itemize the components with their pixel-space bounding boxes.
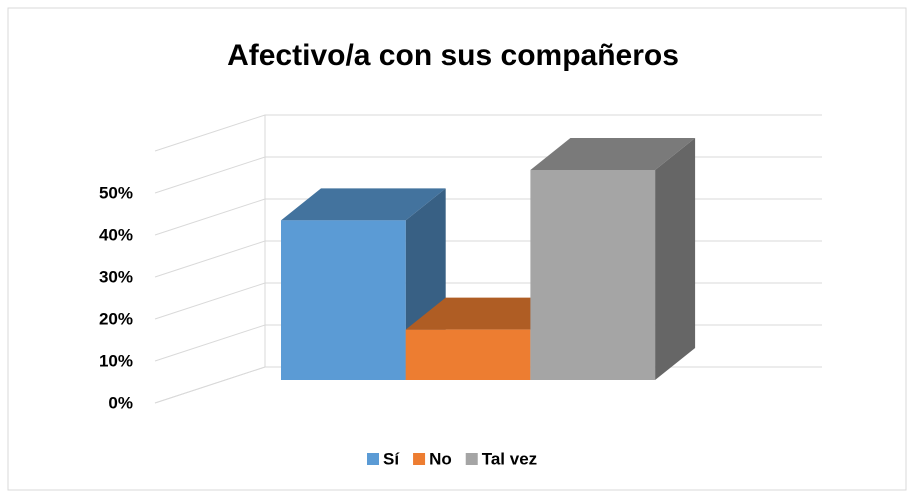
y-tick-label: 10% xyxy=(99,351,133,370)
y-tick-label: 50% xyxy=(99,183,133,202)
chart-title: Afectivo/a con sus compañeros xyxy=(227,39,679,72)
bar-front xyxy=(405,329,531,380)
legend-label: Tal vez xyxy=(482,449,537,468)
bar xyxy=(530,138,696,380)
bar-front xyxy=(281,220,406,380)
legend-swatch xyxy=(367,453,379,465)
bar-top xyxy=(530,138,696,170)
legend-label: Sí xyxy=(383,449,400,468)
bar-front xyxy=(530,170,656,380)
y-tick-label: 40% xyxy=(99,225,133,244)
bar-top xyxy=(281,188,446,221)
bar-side xyxy=(655,138,696,380)
legend-swatch xyxy=(465,453,478,465)
chart-frame xyxy=(7,7,907,491)
y-tick-label: 20% xyxy=(99,309,133,328)
legend-swatch xyxy=(413,453,426,465)
y-tick-label: 30% xyxy=(99,267,133,286)
y-tick-label: 0% xyxy=(108,393,133,412)
legend-label: No xyxy=(429,449,452,468)
bar-top xyxy=(405,297,571,330)
